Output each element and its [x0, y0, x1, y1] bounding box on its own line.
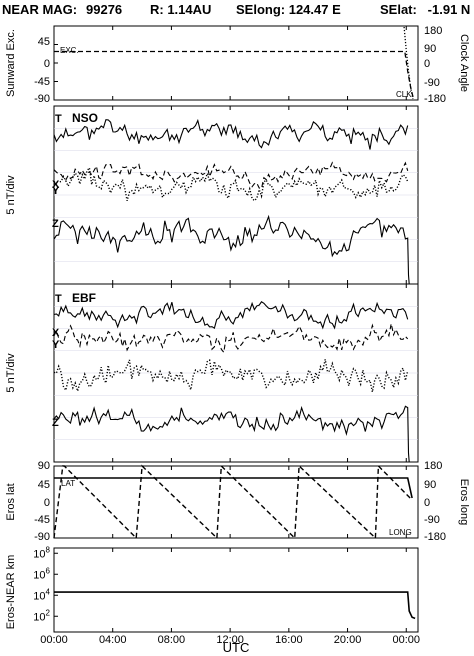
eros-lat-tick-90: 90 — [38, 460, 50, 472]
range-tick-label: 108 — [33, 545, 50, 560]
x-tick-label: 12:00 — [216, 634, 244, 646]
eros-series-long — [53, 464, 413, 540]
eros-long-tick-neg180: -180 — [424, 531, 446, 543]
sunward-tick-neg90: -90 — [34, 93, 50, 105]
nso-label-y: Y — [52, 185, 60, 197]
eros-lat-tick-neg90: -90 — [34, 531, 50, 543]
x-tick-label: 04:00 — [99, 634, 127, 646]
field-series-t — [53, 301, 409, 330]
figure-header: NEAR MAG: 99276 R: 1.14AU SElong: 124.47… — [2, 2, 470, 17]
range-ylabel: Eros-NEAR km — [5, 555, 17, 630]
nso-label-z: Z — [52, 218, 59, 230]
sunward-series-group — [54, 26, 415, 101]
range-tick-label: 106 — [33, 566, 50, 581]
x-axis: UTC 00:00 04:00 08:00 12:00 16:00 20:00 00:00 — [40, 26, 420, 655]
clk-series-label: CLK — [396, 90, 412, 99]
x-tick-label: 00:00 — [40, 634, 68, 646]
clock-tick-neg90: -90 — [424, 77, 440, 89]
x-tick-label: 20:00 — [334, 634, 362, 646]
eros-long-tick-neg90: -90 — [424, 514, 440, 526]
x-tick-label: 16:00 — [275, 634, 303, 646]
panel-range-frame — [53, 547, 419, 633]
eros-series-lat — [54, 477, 413, 499]
range-tick-label: 102 — [33, 608, 50, 623]
sunward-tick-0: 0 — [44, 58, 50, 70]
nso-label-t: T — [55, 113, 62, 125]
field-series-t — [53, 118, 409, 150]
eros-series-group — [53, 464, 413, 540]
range-series-line — [54, 591, 416, 620]
x-tick-label: 08:00 — [158, 634, 186, 646]
field-series-z — [53, 405, 410, 463]
ebf-label-y: Y — [52, 339, 60, 351]
eros-long-tick-180: 180 — [424, 460, 442, 472]
eros-long-tick-0: 0 — [424, 497, 430, 509]
clock-tick-0: 0 — [424, 58, 430, 70]
eros-long-ylabel: Eros long — [458, 479, 470, 525]
header-mission: NEAR MAG: — [2, 2, 77, 17]
range-tick-label: 104 — [33, 587, 50, 602]
sunward-ylabel: Sunward Exc. — [5, 29, 17, 97]
lat-series-label: LAT — [61, 479, 75, 488]
field-series-y — [53, 359, 409, 394]
panel-eros-frame — [53, 465, 419, 539]
sunward-tick-neg45: -45 — [34, 76, 50, 88]
panel-eros: Eros lat Eros long 90 45 0 -45 -90 180 9… — [5, 460, 470, 543]
ebf-label-x: X — [52, 327, 60, 339]
clock-tick-90: 90 — [424, 43, 436, 55]
field-series-x — [53, 323, 409, 354]
sunward-tick-45: 45 — [38, 36, 50, 48]
sunward-series-clk — [403, 26, 414, 100]
long-series-label: LONG — [389, 528, 412, 537]
field-series-x — [53, 161, 409, 189]
header-distance: R: 1.14AU — [150, 2, 211, 17]
nso-series-group — [53, 118, 418, 285]
eros-lat-ylabel: Eros lat — [5, 483, 17, 520]
x-axis-label: UTC — [223, 640, 250, 655]
ebf-series-group — [53, 301, 418, 463]
field-series-y — [53, 166, 409, 202]
panel-nso: 5 nT/div NSO T X Y Z — [5, 105, 419, 285]
panel-sunward-frame — [53, 25, 419, 101]
header-selong: SElong: 124.47 E — [236, 2, 341, 17]
range-series-group — [54, 591, 416, 620]
panel-sunward: Sunward Exc. Clock Angle 45 0 -45 -90 18… — [5, 25, 470, 105]
nso-ylabel: 5 nT/div — [5, 175, 17, 215]
eros-lat-tick-0: 0 — [44, 497, 50, 509]
ebf-label-t: T — [55, 293, 62, 305]
sunward-series-exc — [54, 50, 415, 100]
clock-tick-neg180: -180 — [424, 93, 446, 105]
panel-range: Eros-NEAR km 108 106 104 102 — [5, 545, 419, 633]
eros-lat-tick-45: 45 — [38, 479, 50, 491]
x-tick-label: 00:00 — [392, 634, 420, 646]
header-doy: 99276 — [86, 2, 122, 17]
ebf-title: EBF — [72, 291, 96, 305]
exc-series-label: EXC. — [60, 46, 79, 55]
ebf-ylabel: 5 nT/div — [5, 353, 17, 393]
header-selat: SElat: -1.91 N — [380, 2, 470, 17]
ebf-label-z: Z — [52, 417, 59, 429]
eros-long-tick-90: 90 — [424, 479, 436, 491]
panel-ebf: 5 nT/div EBF T X Y Z — [5, 283, 419, 463]
field-series-z — [53, 214, 410, 285]
clock-tick-180: 180 — [424, 25, 442, 37]
clock-angle-ylabel: Clock Angle — [458, 34, 470, 92]
nso-title: NSO — [72, 111, 98, 125]
eros-lat-tick-neg45: -45 — [34, 514, 50, 526]
range-tick-group: 108 106 104 102 — [33, 545, 58, 623]
nso-label-x: X — [52, 179, 60, 191]
